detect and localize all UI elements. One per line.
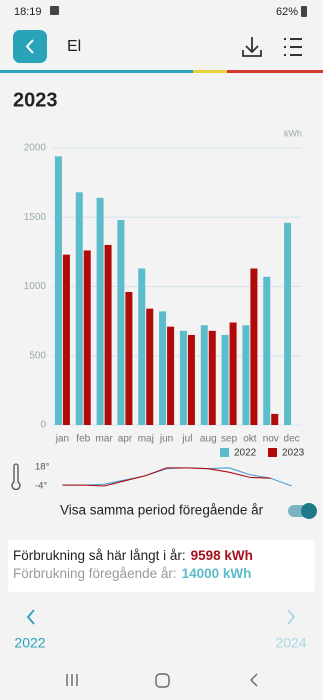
x-tick-label: jan: [55, 434, 69, 445]
current-label: Förbrukning så här långt i år:: [13, 548, 186, 563]
previous-label: Förbrukning föregående år:: [13, 566, 177, 581]
bar: [96, 197, 104, 425]
bar: [208, 330, 216, 425]
x-tick-label: aug: [200, 434, 217, 445]
bar: [284, 222, 292, 425]
recent-apps[interactable]: [66, 674, 78, 686]
list-button[interactable]: [284, 38, 302, 56]
bar: [250, 268, 258, 425]
bar: [229, 322, 237, 425]
toggle-knob[interactable]: [301, 503, 317, 519]
prev-arrow[interactable]: [26, 609, 35, 625]
y-tick-label: 18°: [35, 462, 50, 473]
y-tick-label: 500: [29, 350, 46, 361]
x-tick-label: maj: [138, 434, 154, 445]
next-year[interactable]: 2024: [275, 635, 306, 651]
bar: [187, 334, 195, 425]
status-battery: 62%: [276, 6, 298, 18]
download-button[interactable]: [242, 37, 262, 57]
status-icon: [50, 6, 59, 15]
header-title: El: [67, 38, 81, 55]
x-tick-label: nov: [263, 434, 279, 445]
info-box: [8, 540, 315, 592]
y-axis-unit: kWh: [284, 128, 302, 138]
accent-line: [227, 70, 323, 73]
x-tick-label: dec: [284, 434, 300, 445]
bar: [83, 250, 91, 425]
accent-line: [0, 70, 193, 73]
legend-swatch: [268, 448, 277, 457]
previous-consumption: Förbrukning föregående år: 14000 kWh: [13, 566, 251, 581]
temperature-line: [62, 467, 271, 487]
bar: [271, 413, 279, 425]
x-tick-label: apr: [118, 434, 133, 445]
bar: [138, 268, 146, 425]
bar: [62, 254, 70, 425]
bar: [104, 244, 112, 425]
system-back[interactable]: [250, 673, 258, 687]
bar: [159, 311, 167, 425]
x-tick-label: mar: [95, 434, 113, 445]
x-tick-label: okt: [243, 434, 257, 445]
y-tick-label: 2000: [24, 143, 47, 154]
battery-icon: [301, 6, 307, 17]
bar: [242, 325, 250, 425]
home-button[interactable]: [155, 673, 170, 688]
x-tick-label: feb: [76, 434, 90, 445]
bar: [179, 330, 187, 425]
legend-swatch: [220, 448, 229, 457]
legend-label: 2023: [282, 448, 305, 459]
bar: [117, 220, 125, 425]
x-tick-label: jul: [181, 434, 192, 445]
y-tick-label: 0: [40, 420, 46, 431]
back-button[interactable]: [13, 30, 47, 63]
bar: [75, 192, 83, 425]
bar: [221, 334, 229, 425]
next-arrow[interactable]: [287, 609, 296, 625]
legend-label: 2022: [234, 448, 257, 459]
x-tick-label: sep: [221, 434, 238, 445]
bar: [125, 292, 133, 425]
y-tick-label: 1500: [24, 212, 47, 223]
thermometer-icon: [11, 463, 21, 491]
x-tick-label: jun: [159, 434, 173, 445]
bar: [167, 326, 175, 425]
back-icon: [25, 39, 34, 54]
previous-value: 14000 kWh: [182, 566, 252, 581]
bar: [200, 325, 208, 425]
current-value: 9598 kWh: [191, 548, 253, 563]
y-tick-label: 1000: [24, 281, 47, 292]
bar: [146, 308, 154, 425]
year-heading: 2023: [13, 89, 58, 111]
prev-year[interactable]: 2022: [14, 635, 45, 651]
accent-line: [193, 70, 227, 73]
bar: [263, 276, 271, 425]
toggle-label: Visa samma period föregående år: [60, 503, 264, 518]
bar: [54, 156, 62, 425]
current-consumption: Förbrukning så här långt i år: 9598 kWh: [13, 548, 253, 563]
y-tick-label: -4°: [35, 481, 47, 492]
status-time: 18:19: [14, 6, 42, 18]
